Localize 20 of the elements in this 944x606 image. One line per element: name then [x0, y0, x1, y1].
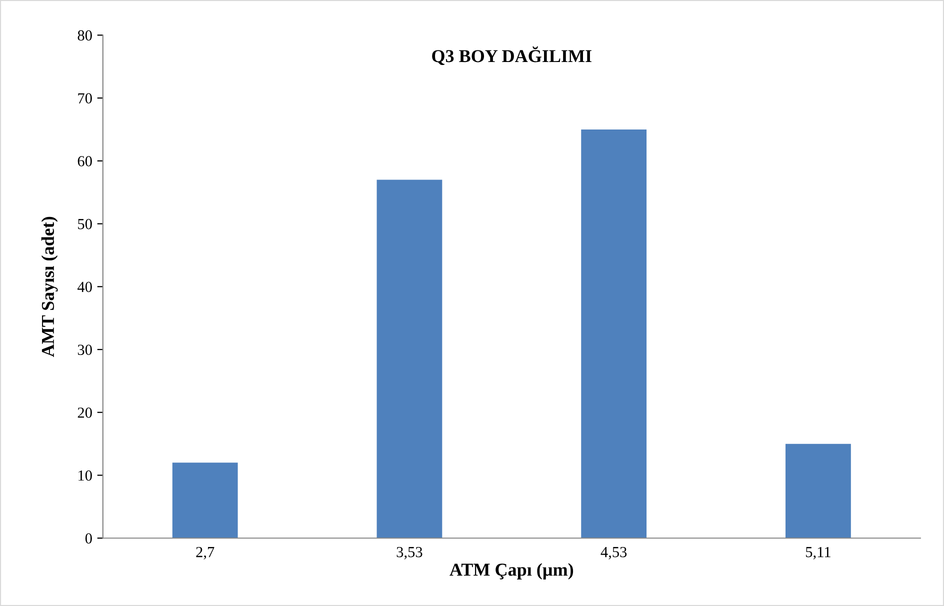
y-tick-label: 60	[78, 156, 92, 166]
y-axis-title: AMT Sayısı (adet)	[41, 216, 58, 358]
y-tick-label: 50	[78, 218, 92, 230]
bar	[376, 180, 442, 538]
y-tick-label: 10	[78, 470, 92, 481]
bar	[786, 444, 851, 538]
y-tick-label: 80	[78, 30, 92, 41]
y-tick-label: 20	[78, 408, 92, 418]
bar	[581, 129, 647, 538]
y-tick-label: 40	[78, 282, 92, 292]
text: Q3 BOY DAĞILIMI	[432, 46, 592, 65]
x-tick-label: 3,53	[396, 546, 422, 560]
x-axis-title: ATM Çapı (µm)	[450, 563, 574, 580]
y-tick-label: 0	[85, 533, 92, 544]
x-tick-label: 5,11	[806, 546, 830, 560]
x-tick-label: 2,7	[196, 546, 214, 560]
y-tick-label: 70	[78, 93, 92, 104]
bar	[172, 462, 238, 538]
x-tick-label: 4,53	[600, 546, 627, 560]
y-tick-label: 30	[78, 344, 92, 355]
